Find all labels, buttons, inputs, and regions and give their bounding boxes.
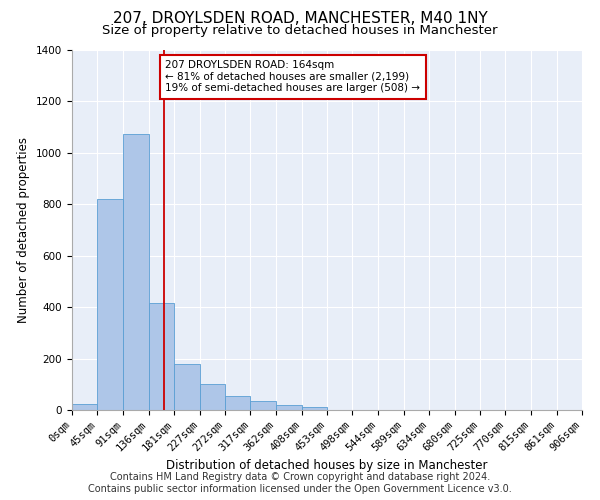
X-axis label: Distribution of detached houses by size in Manchester: Distribution of detached houses by size … [166, 459, 488, 472]
Bar [97, 199, 123, 410]
Bar [149, 304, 174, 410]
Bar [200, 384, 225, 410]
Text: 207, DROYLSDEN ROAD, MANCHESTER, M40 1NY: 207, DROYLSDEN ROAD, MANCHESTER, M40 1NY [113, 11, 487, 26]
Bar [72, 404, 97, 410]
Text: Contains HM Land Registry data © Crown copyright and database right 2024.
Contai: Contains HM Land Registry data © Crown c… [88, 472, 512, 494]
Text: Size of property relative to detached houses in Manchester: Size of property relative to detached ho… [102, 24, 498, 37]
Bar [302, 406, 327, 410]
Bar [250, 401, 276, 410]
Bar [174, 364, 200, 410]
Bar [276, 405, 302, 410]
Text: 207 DROYLSDEN ROAD: 164sqm
← 81% of detached houses are smaller (2,199)
19% of s: 207 DROYLSDEN ROAD: 164sqm ← 81% of deta… [166, 60, 421, 94]
Bar [123, 134, 149, 410]
Bar [225, 396, 250, 410]
Y-axis label: Number of detached properties: Number of detached properties [17, 137, 31, 323]
